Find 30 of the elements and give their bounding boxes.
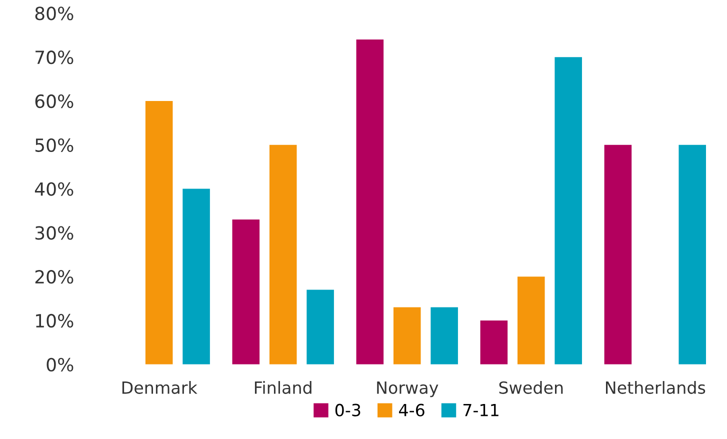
x-tick-label: Sweden <box>499 381 563 394</box>
y-tick-label: 10% <box>36 314 74 328</box>
y-tick-label: 20% <box>35 270 74 284</box>
x-tick-label: Netherlands <box>606 381 706 394</box>
bar <box>430 307 458 364</box>
bar <box>678 144 706 364</box>
x-tick-label: Norway <box>377 382 438 398</box>
y-tick-label: 40% <box>34 182 74 196</box>
bar <box>604 144 632 364</box>
legend-label: 4-6 <box>399 404 424 416</box>
x-tick-label: Finland <box>254 381 312 394</box>
bar <box>356 40 384 364</box>
y-tick-label: 70% <box>36 50 74 64</box>
y-tick-label: 0% <box>46 358 74 372</box>
bar <box>306 290 334 364</box>
bar <box>554 57 582 364</box>
bar <box>480 320 508 364</box>
y-tick-label: 30% <box>35 226 74 240</box>
y-tick-label: 50% <box>35 138 74 152</box>
bar <box>145 100 173 364</box>
y-tick-label: 80% <box>35 6 74 20</box>
bar <box>182 188 210 364</box>
bar <box>269 144 297 364</box>
x-tick-label: Denmark <box>122 381 198 394</box>
bar <box>517 276 545 364</box>
bar <box>232 220 260 364</box>
legend-label: 0-3 <box>335 404 360 416</box>
bar <box>393 307 421 364</box>
y-tick-label: 60% <box>35 94 74 108</box>
legend-label: 7-11 <box>463 404 498 416</box>
